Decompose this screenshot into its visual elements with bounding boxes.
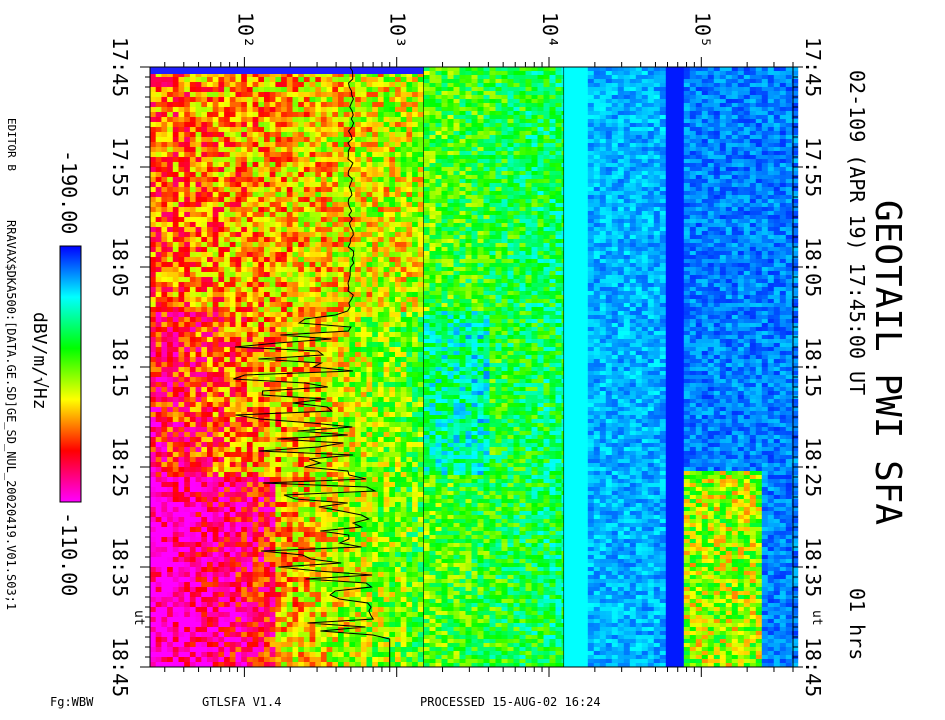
time-tick-label-left: 18:45 xyxy=(108,637,132,697)
cutoff-frequency-trace xyxy=(233,66,391,667)
colorbar-unit-label: dBV/m/√Hz xyxy=(29,312,50,410)
time-tick-label-left: 17:45 xyxy=(108,37,132,97)
time-tick-label-left: 18:25 xyxy=(108,437,132,497)
frequency-tick-label: 10² xyxy=(233,12,257,48)
time-tick-label-right: 17:45 xyxy=(801,37,825,97)
frequency-tick-label: 10⁵ xyxy=(690,12,714,48)
footer-frequency-flag: Fg:WBW xyxy=(50,695,94,709)
colorbar-min-label: -190.00 xyxy=(57,150,81,234)
time-tick-labels-right: 17:45 17:55 18:05 18:15 18:25 18:35 18:45 xyxy=(801,37,825,697)
time-tick-label-left: 18:35 xyxy=(108,537,132,597)
time-tick-label-left: 18:15 xyxy=(108,337,132,397)
time-tick-label-right: 18:05 xyxy=(801,237,825,297)
ut-label-left: ut xyxy=(131,610,146,626)
duration-label: 01 hrs xyxy=(845,588,869,660)
time-tick-label-right: 17:55 xyxy=(801,137,825,197)
axis-ticks xyxy=(140,57,803,677)
colorbar xyxy=(59,245,82,503)
time-tick-labels-left: 17:45 17:55 18:05 18:15 18:25 18:35 18:45 xyxy=(108,37,132,697)
frequency-tick-labels: 10² 10³ 10⁴ 10⁵ xyxy=(233,12,714,48)
colorbar-max-label: -110.00 xyxy=(57,512,81,596)
frequency-tick-label: 10⁴ xyxy=(538,12,562,48)
footer-processed-date: PROCESSED 15-AUG-02 16:24 xyxy=(420,695,601,709)
time-tick-label-right: 18:15 xyxy=(801,337,825,397)
frequency-tick-label: 10³ xyxy=(386,12,410,48)
chart-subtitle: 02-109 (APR 19) 17:45:00 UT xyxy=(845,70,869,395)
time-tick-label-right: 18:25 xyxy=(801,437,825,497)
time-tick-label-left: 18:05 xyxy=(108,237,132,297)
time-tick-label-left: 17:55 xyxy=(108,137,132,197)
footer-software-version: GTLSFA V1.4 xyxy=(202,695,282,709)
time-tick-label-right: 18:45 xyxy=(801,637,825,697)
chart-title: GEOTAIL PWI SFA xyxy=(867,200,908,525)
spectrogram-cells xyxy=(150,67,799,668)
file-path-label: RRAVAX$DKA500:[DATA.GE.SD]GE_SD_NUL_2002… xyxy=(4,220,18,610)
time-tick-label-right: 18:35 xyxy=(801,537,825,597)
editor-label: EDITOR B xyxy=(5,118,18,171)
ut-label-right: ut xyxy=(809,610,824,626)
